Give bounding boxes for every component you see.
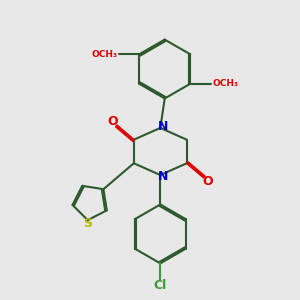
- Text: OCH₃: OCH₃: [91, 50, 117, 59]
- Text: Cl: Cl: [154, 279, 167, 292]
- Text: OCH₃: OCH₃: [212, 79, 238, 88]
- Text: O: O: [203, 175, 213, 188]
- Text: O: O: [107, 116, 118, 128]
- Text: N: N: [158, 170, 168, 183]
- Text: S: S: [83, 217, 92, 230]
- Text: N: N: [158, 120, 168, 133]
